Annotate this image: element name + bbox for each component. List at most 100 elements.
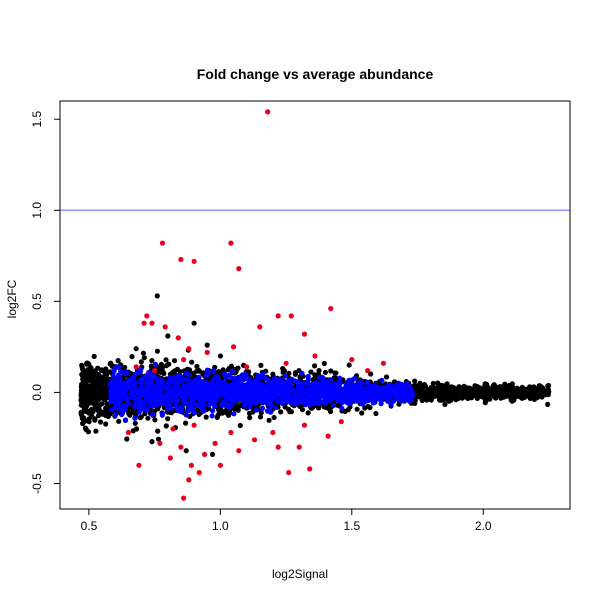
data-point-blue <box>239 376 245 382</box>
data-point-blue <box>398 386 404 393</box>
data-point-blue <box>189 385 195 391</box>
data-point-black <box>514 393 520 399</box>
data-point-black <box>511 397 517 403</box>
data-point-black <box>171 370 178 376</box>
data-point-blue <box>188 395 194 401</box>
data-point-blue <box>217 385 223 391</box>
data-point-black <box>204 342 210 348</box>
data-point-blue <box>126 400 132 407</box>
data-point-black <box>484 381 490 387</box>
data-point-black <box>527 384 533 390</box>
data-point-blue <box>153 388 159 395</box>
data-point-blue <box>259 386 265 392</box>
data-point-black <box>83 427 89 433</box>
data-point-black <box>440 397 447 403</box>
data-point-blue <box>307 387 313 393</box>
data-point-black <box>534 394 540 400</box>
data-point-blue <box>183 386 190 392</box>
data-point-blue <box>229 368 235 374</box>
data-point-black <box>216 406 222 412</box>
data-point-blue <box>115 400 121 406</box>
data-point-black <box>519 387 525 393</box>
data-point-black <box>165 333 171 339</box>
data-point-blue <box>384 388 390 394</box>
data-point-red <box>178 444 184 450</box>
y-tick-label: -0.5 <box>30 473 44 494</box>
data-point-blue <box>331 389 337 395</box>
data-point-black <box>80 384 86 390</box>
data-point-blue <box>160 394 166 400</box>
data-point-black <box>149 358 155 364</box>
data-point-black <box>155 428 161 434</box>
data-point-blue <box>296 396 303 402</box>
data-point-black <box>305 410 311 416</box>
data-point-blue <box>275 378 281 384</box>
data-point-red <box>167 455 173 461</box>
data-point-black <box>491 394 497 400</box>
data-point-black <box>141 355 147 361</box>
data-point-blue <box>321 392 327 398</box>
data-point-blue <box>111 395 117 401</box>
data-point-blue <box>201 408 207 414</box>
data-point-black <box>442 401 448 407</box>
data-point-black <box>412 378 418 384</box>
data-point-blue <box>158 400 164 406</box>
data-point-blue <box>285 394 291 400</box>
data-point-blue <box>226 372 232 378</box>
data-point-black <box>430 380 436 387</box>
data-point-blue <box>351 382 357 388</box>
data-point-black <box>91 353 97 359</box>
data-point-blue <box>263 376 269 382</box>
data-point-black <box>321 360 327 367</box>
data-point-red <box>152 368 158 374</box>
data-point-blue <box>222 371 228 377</box>
data-point-blue <box>232 388 238 394</box>
data-point-black <box>140 350 146 356</box>
data-point-blue <box>327 387 333 393</box>
data-point-black <box>129 354 135 360</box>
data-point-blue <box>114 382 120 388</box>
data-point-blue <box>175 384 181 390</box>
data-point-blue <box>192 380 198 386</box>
data-point-black <box>271 414 277 421</box>
data-point-blue <box>379 377 385 383</box>
data-point-red <box>170 426 176 432</box>
data-point-black <box>103 366 109 372</box>
data-point-black <box>424 392 430 398</box>
data-point-blue <box>388 402 394 408</box>
data-point-red <box>188 462 194 468</box>
data-point-blue <box>119 391 125 397</box>
data-point-blue <box>299 382 305 388</box>
data-point-blue <box>357 385 363 391</box>
data-point-blue <box>141 374 147 380</box>
data-point-blue <box>350 377 356 383</box>
data-point-red <box>125 429 131 436</box>
data-point-blue <box>376 385 382 391</box>
data-point-blue <box>213 374 219 380</box>
data-point-black <box>328 368 334 374</box>
data-point-blue <box>143 407 150 413</box>
data-point-blue <box>323 400 329 406</box>
data-point-black <box>461 383 467 389</box>
data-point-red <box>257 324 263 330</box>
data-point-red <box>159 240 166 246</box>
data-point-black <box>412 397 418 403</box>
data-point-black <box>215 412 221 418</box>
data-point-blue <box>237 380 244 386</box>
data-point-blue <box>240 394 246 400</box>
data-point-blue <box>253 385 259 392</box>
plot-area <box>60 109 570 501</box>
data-point-red <box>307 466 313 472</box>
data-point-blue <box>339 405 345 411</box>
data-point-black <box>232 406 238 412</box>
data-point-black <box>445 392 451 398</box>
data-point-blue <box>252 398 258 404</box>
x-tick-label: 1.0 <box>212 519 229 533</box>
data-point-blue <box>212 403 218 410</box>
data-point-black <box>346 362 352 368</box>
data-point-red <box>178 256 184 263</box>
data-point-black <box>326 405 332 412</box>
data-point-blue <box>259 405 266 411</box>
data-point-blue <box>121 406 128 412</box>
